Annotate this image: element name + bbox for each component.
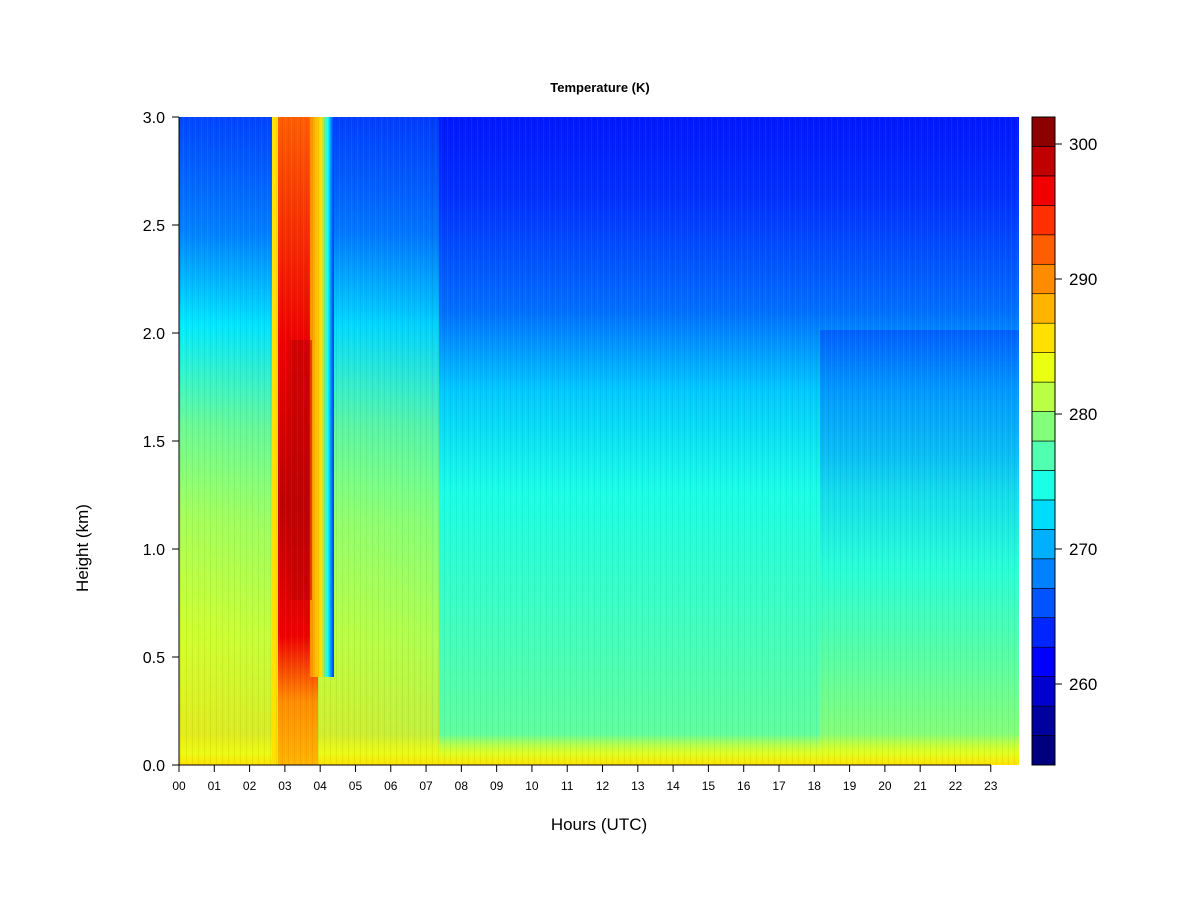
x-tick-label: 14 bbox=[666, 779, 680, 793]
colorbar-frame bbox=[1031, 116, 1056, 766]
x-tick-label: 23 bbox=[984, 779, 998, 793]
x-axis: 00 01 02 03 04 05 06 07 08 09 10 11 12 13 14 15 16 17 18 19… bbox=[172, 764, 998, 793]
x-tick-label: 02 bbox=[243, 779, 257, 793]
y-tick-label: 0.5 bbox=[143, 650, 165, 667]
x-tick-label: 21 bbox=[913, 779, 927, 793]
x-tick-label: 07 bbox=[419, 779, 433, 793]
colorbar-level bbox=[1031, 587, 1056, 619]
x-tick-label: 19 bbox=[843, 779, 857, 793]
y-axis: 0.0 0.5 1.0 1.5 2.0 2.5 3.0 bbox=[143, 110, 180, 775]
colorbar-level bbox=[1031, 617, 1056, 648]
x-tick-label: 10 bbox=[525, 779, 539, 793]
x-tick-label: 12 bbox=[596, 779, 610, 793]
y-tick-label: 1.0 bbox=[143, 542, 165, 559]
x-tick-label: 05 bbox=[349, 779, 363, 793]
x-tick-label: 18 bbox=[808, 779, 822, 793]
colorbar-level bbox=[1031, 263, 1056, 295]
colorbar-tick-label: 280 bbox=[1069, 405, 1097, 424]
x-tick-label: 08 bbox=[455, 779, 469, 793]
y-axis-label: Height (km) bbox=[73, 504, 92, 592]
colorbar-level bbox=[1031, 175, 1056, 206]
y-tick-label: 3.0 bbox=[143, 110, 165, 127]
colorbar-level bbox=[1031, 352, 1056, 383]
colorbar-level bbox=[1031, 499, 1056, 530]
x-tick-label: 03 bbox=[278, 779, 292, 793]
colorbar-level bbox=[1031, 411, 1056, 442]
colorbar-tick-label: 300 bbox=[1069, 135, 1097, 154]
colorbar-level bbox=[1031, 293, 1056, 324]
colorbar-level bbox=[1031, 440, 1056, 471]
x-tick-label: 06 bbox=[384, 779, 398, 793]
y-tick-label: 1.5 bbox=[143, 434, 165, 451]
colorbar-tick-label: 290 bbox=[1069, 270, 1097, 289]
colorbar-level bbox=[1031, 116, 1056, 147]
colorbar-level bbox=[1031, 234, 1056, 265]
colorbar-level bbox=[1031, 205, 1056, 236]
x-tick-label: 00 bbox=[172, 779, 186, 793]
x-tick-label: 16 bbox=[737, 779, 751, 793]
x-tick-label: 15 bbox=[702, 779, 716, 793]
colorbar-level bbox=[1031, 146, 1056, 177]
colorbar-tick-label: 270 bbox=[1069, 540, 1097, 559]
y-tick-label: 2.0 bbox=[143, 326, 165, 343]
x-tick-label: 20 bbox=[878, 779, 892, 793]
colorbar-level bbox=[1031, 470, 1056, 501]
x-tick-label: 17 bbox=[772, 779, 786, 793]
colorbar-level bbox=[1031, 322, 1056, 353]
heatmap-plot-area bbox=[179, 117, 1019, 765]
x-tick-label: 09 bbox=[490, 779, 504, 793]
colorbar-level bbox=[1031, 381, 1056, 412]
y-tick-label: 2.5 bbox=[143, 218, 165, 235]
colorbar-level bbox=[1031, 735, 1056, 766]
colorbar-level bbox=[1031, 558, 1056, 589]
x-tick-label: 01 bbox=[208, 779, 222, 793]
colorbar-level bbox=[1031, 646, 1056, 677]
x-axis-label: Hours (UTC) bbox=[551, 815, 647, 834]
colorbar-level bbox=[1031, 705, 1056, 736]
x-tick-label: 11 bbox=[561, 779, 574, 793]
heatmap-texture bbox=[179, 117, 1019, 765]
x-tick-label: 22 bbox=[949, 779, 963, 793]
colorbar-axis: 260 270 280 290 300 bbox=[1055, 135, 1097, 694]
colorbar-tick-label: 260 bbox=[1069, 675, 1097, 694]
colorbar-level bbox=[1031, 676, 1056, 707]
x-tick-label: 13 bbox=[631, 779, 645, 793]
x-tick-label: 04 bbox=[313, 779, 327, 793]
colorbar-level bbox=[1031, 529, 1056, 560]
chart-title: Temperature (K) bbox=[550, 80, 649, 95]
colorbar bbox=[1031, 116, 1056, 766]
y-tick-label: 0.0 bbox=[143, 758, 165, 775]
